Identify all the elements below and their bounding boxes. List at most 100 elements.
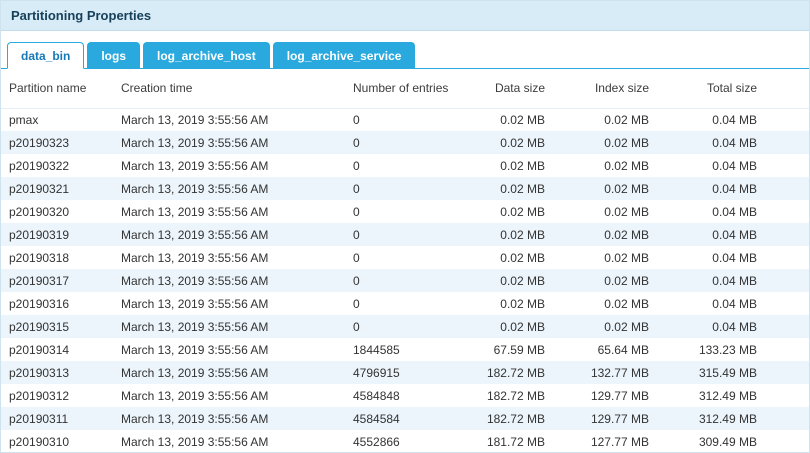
index-size-cell: 0.02 MB	[604, 204, 649, 219]
entries-cell: 0	[345, 223, 475, 246]
data-size-cell: 0.02 MB	[500, 204, 545, 219]
total-size-cell: 0.04 MB	[653, 131, 809, 154]
partition-name-cell: p20190321	[1, 177, 113, 200]
entries-cell: 4796915	[345, 361, 475, 384]
column-header-creation-time: Creation time	[113, 69, 345, 109]
table-row: p20190314 March 13, 2019 3:55:56 AM 184458…	[1, 338, 809, 361]
index-size-cell: 132.77 MB	[549, 361, 653, 384]
column-header-partition-name: Partition name	[1, 69, 113, 109]
entries-cell: 4552866	[353, 434, 400, 449]
data-size-cell: 0.02 MB	[500, 112, 545, 127]
index-size-cell: 0.02 MB	[604, 250, 649, 265]
table-row: p20190313 March 13, 2019 3:55:56 AM 479691…	[1, 361, 809, 384]
data-size-cell: 0.02 MB	[500, 250, 545, 265]
partition-name-cell: p20190315	[1, 315, 113, 338]
creation-time-cell: March 13, 2019 3:55:56 AM	[121, 388, 269, 403]
total-size-cell: 0.04 MB	[712, 250, 757, 265]
partition-name-cell: pmax	[9, 112, 39, 127]
creation-time-cell: March 13, 2019 3:55:56 AM	[113, 315, 345, 338]
table-row: pmax March 13, 2019 3:55:56 AM 0 0.02 MB 0.0…	[1, 108, 809, 131]
entries-cell: 0	[345, 177, 475, 200]
table-row: p20190321 March 13, 2019 3:55:56 AM 0 0.02 …	[1, 177, 809, 200]
table-row: p20190316 March 13, 2019 3:55:56 AM 0 0.02 …	[1, 292, 809, 315]
tab-logs[interactable]: logs	[87, 42, 141, 68]
creation-time-cell: March 13, 2019 3:55:56 AM	[113, 361, 345, 384]
tab-data_bin[interactable]: data_bin	[7, 42, 85, 69]
data-size-cell: 182.72 MB	[486, 388, 545, 403]
total-size-cell: 0.04 MB	[712, 204, 757, 219]
total-size-cell: 312.49 MB	[698, 388, 757, 403]
index-size-cell: 0.02 MB	[549, 131, 653, 154]
table-row: p20190310 March 13, 2019 3:55:56 AM 455286…	[1, 430, 809, 452]
table-row: p20190323 March 13, 2019 3:55:56 AM 0 0.02 …	[1, 131, 809, 154]
total-size-cell: 0.04 MB	[712, 112, 757, 127]
table-header: Partition name Creation time Number of ent…	[1, 69, 809, 109]
partition-name-cell: p20190314	[9, 342, 70, 357]
entries-cell: 0	[345, 315, 475, 338]
partition-name-cell: p20190318	[9, 250, 70, 265]
data-size-cell: 0.02 MB	[500, 158, 545, 173]
tab-log_archive_service[interactable]: log_archive_service	[272, 42, 416, 68]
entries-cell: 1844585	[353, 342, 400, 357]
panel-title-bar: Partitioning Properties	[1, 1, 809, 31]
column-header-total-size: Total size	[653, 69, 809, 109]
total-size-cell: 133.23 MB	[698, 342, 757, 357]
data-size-cell: 0.02 MB	[475, 131, 549, 154]
partition-name-cell: p20190317	[1, 269, 113, 292]
partition-name-cell: p20190312	[9, 388, 70, 403]
column-header-data-size: Data size	[475, 69, 549, 109]
index-size-cell: 65.64 MB	[597, 342, 649, 357]
table-row: p20190311 March 13, 2019 3:55:56 AM 458458…	[1, 407, 809, 430]
table-row: p20190319 March 13, 2019 3:55:56 AM 0 0.02 …	[1, 223, 809, 246]
tab-bar: data_bin logs log_archive_host log_archive_…	[1, 31, 809, 69]
creation-time-cell: March 13, 2019 3:55:56 AM	[121, 342, 269, 357]
data-size-cell: 0.02 MB	[475, 315, 549, 338]
creation-time-cell: March 13, 2019 3:55:56 AM	[113, 223, 345, 246]
total-size-cell: 312.49 MB	[653, 407, 809, 430]
index-size-cell: 0.02 MB	[604, 296, 649, 311]
table-row: p20190320 March 13, 2019 3:55:56 AM 0 0.02 …	[1, 200, 809, 223]
data-size-cell: 67.59 MB	[493, 342, 545, 357]
total-size-cell: 0.04 MB	[712, 296, 757, 311]
table-row: p20190318 March 13, 2019 3:55:56 AM 0 0.02 …	[1, 246, 809, 269]
column-header-index-size: Index size	[549, 69, 653, 109]
total-size-cell: 0.04 MB	[653, 177, 809, 200]
data-size-cell: 181.72 MB	[486, 434, 545, 449]
total-size-cell: 0.04 MB	[653, 315, 809, 338]
partition-name-cell: p20190316	[9, 296, 70, 311]
column-header-entries: Number of entries	[345, 69, 475, 109]
creation-time-cell: March 13, 2019 3:55:56 AM	[121, 158, 269, 173]
panel-title: Partitioning Properties	[11, 8, 152, 23]
creation-time-cell: March 13, 2019 3:55:56 AM	[113, 269, 345, 292]
data-size-cell: 0.02 MB	[475, 177, 549, 200]
data-size-cell: 182.72 MB	[475, 407, 549, 430]
index-size-cell: 129.77 MB	[590, 388, 649, 403]
total-size-cell: 0.04 MB	[653, 223, 809, 246]
index-size-cell: 0.02 MB	[604, 112, 649, 127]
total-size-cell: 315.49 MB	[653, 361, 809, 384]
entries-cell: 4584848	[353, 388, 400, 403]
table-row: p20190322 March 13, 2019 3:55:56 AM 0 0.02 …	[1, 154, 809, 177]
creation-time-cell: March 13, 2019 3:55:56 AM	[121, 250, 269, 265]
partition-name-cell: p20190320	[9, 204, 70, 219]
table-row: p20190312 March 13, 2019 3:55:56 AM 458484…	[1, 384, 809, 407]
data-size-cell: 0.02 MB	[475, 223, 549, 246]
index-size-cell: 0.02 MB	[549, 269, 653, 292]
creation-time-cell: March 13, 2019 3:55:56 AM	[113, 177, 345, 200]
partition-name-cell: p20190313	[1, 361, 113, 384]
table-row: p20190317 March 13, 2019 3:55:56 AM 0 0.02 …	[1, 269, 809, 292]
index-size-cell: 0.02 MB	[604, 158, 649, 173]
data-size-cell: 0.02 MB	[475, 269, 549, 292]
tab-log_archive_host[interactable]: log_archive_host	[143, 42, 270, 68]
entries-cell: 0	[353, 250, 360, 265]
creation-time-cell: March 13, 2019 3:55:56 AM	[121, 112, 269, 127]
entries-cell: 0	[345, 269, 475, 292]
partition-name-cell: p20190322	[9, 158, 70, 173]
entries-cell: 4584584	[345, 407, 475, 430]
total-size-cell: 0.04 MB	[712, 158, 757, 173]
total-size-cell: 309.49 MB	[698, 434, 757, 449]
partition-name-cell: p20190310	[9, 434, 70, 449]
partition-name-cell: p20190323	[1, 131, 113, 154]
partitions-table: Partition name Creation time Number of ent…	[1, 69, 809, 452]
